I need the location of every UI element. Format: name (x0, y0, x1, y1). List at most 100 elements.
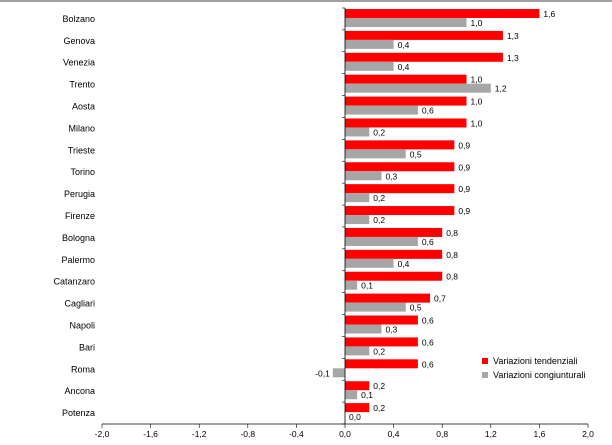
data-label: 0,5 (410, 303, 422, 313)
data-label: 0,2 (373, 381, 385, 391)
bar-tendenziale (345, 184, 455, 194)
data-label: 0,4 (398, 62, 410, 72)
data-label: 0,6 (422, 237, 434, 247)
bar-congiunturale (345, 171, 382, 181)
data-label: 0,2 (373, 346, 385, 356)
data-label: 0,1 (361, 390, 373, 400)
bar-tendenziale (345, 315, 418, 325)
data-label: 0,3 (385, 171, 397, 181)
category-label: Catanzaro (53, 277, 95, 287)
data-label: 0,5 (410, 149, 422, 159)
bar-congiunturale (345, 280, 358, 290)
bar-congiunturale (345, 39, 394, 49)
category-label: Bolzano (62, 14, 95, 24)
x-tick-label: 0,4 (388, 429, 400, 439)
x-tick-label: 1,6 (533, 429, 545, 439)
bar-congiunturale (345, 18, 467, 27)
category-label: Torino (70, 167, 95, 177)
data-label: 0,4 (398, 40, 410, 50)
category-label: Trento (69, 80, 95, 90)
bar-congiunturale (332, 368, 345, 378)
x-tick-label: -1,6 (143, 429, 158, 439)
bar-tendenziale (345, 359, 418, 369)
category-label: Aosta (72, 102, 95, 112)
bar-congiunturale (345, 302, 406, 312)
bar-tendenziale (345, 9, 540, 18)
category-label: Cagliari (64, 299, 95, 309)
data-label: 1,2 (495, 84, 507, 94)
category-label: Perugia (64, 189, 95, 199)
data-label: 0,0 (349, 412, 361, 422)
bar-congiunturale (345, 215, 370, 225)
bar-congiunturale (345, 105, 418, 115)
legend-item-tendenziali: Variazioni tendenziali (482, 354, 585, 368)
bar-tendenziale (345, 30, 503, 40)
data-label: 0,2 (373, 127, 385, 137)
x-tick-label: 2,0 (582, 429, 594, 439)
bar-congiunturale (345, 193, 370, 203)
bar-tendenziale (345, 249, 443, 259)
bar-tendenziale (345, 227, 443, 237)
category-label: Venezia (63, 58, 95, 68)
category-label: Ancona (64, 386, 95, 396)
bar-tendenziale (345, 96, 467, 106)
legend-swatch-congiunturali (482, 372, 488, 378)
bar-tendenziale (345, 162, 455, 172)
data-label: 0,1 (361, 281, 373, 291)
data-label: 0,8 (446, 272, 458, 282)
data-label: 0,8 (446, 228, 458, 238)
data-label: -0,1 (315, 368, 330, 378)
data-label: 1,0 (471, 75, 483, 85)
x-tick-label: 0,8 (436, 429, 448, 439)
data-label: 0,4 (398, 259, 410, 269)
bar-tendenziale (345, 337, 418, 347)
data-label: 0,9 (458, 206, 470, 216)
bar-congiunturale (345, 149, 406, 159)
data-label: 0,7 (434, 294, 446, 304)
data-label: 0,6 (422, 359, 434, 369)
data-label: 0,8 (446, 250, 458, 260)
x-tick-label: -2,0 (95, 429, 110, 439)
data-label: 1,6 (543, 9, 555, 19)
category-label: Napoli (69, 320, 95, 330)
data-label: 0,6 (422, 106, 434, 116)
data-label: 0,2 (373, 403, 385, 413)
category-label: Roma (71, 364, 95, 374)
legend-item-congiunturali: Variazioni congiunturali (482, 368, 585, 382)
data-label: 0,2 (373, 215, 385, 225)
bar-tendenziale (345, 271, 443, 281)
bar-congiunturale (345, 346, 370, 356)
category-label: Palermo (61, 255, 95, 265)
category-label: Bologna (62, 233, 95, 243)
category-label: Trieste (68, 145, 95, 155)
legend-label-congiunturali: Variazioni congiunturali (493, 370, 586, 380)
category-label: Bari (79, 342, 95, 352)
category-label: Genova (63, 36, 95, 46)
bar-tendenziale (345, 381, 370, 391)
data-label: 1,0 (471, 97, 483, 107)
data-label: 0,9 (458, 162, 470, 172)
x-tick-label: -0,8 (240, 429, 255, 439)
category-label: Firenze (65, 211, 95, 221)
category-label: Milano (68, 123, 95, 133)
data-label: 1,0 (471, 118, 483, 128)
bar-congiunturale (345, 236, 418, 246)
data-label: 0,6 (422, 316, 434, 326)
data-label: 0,3 (385, 325, 397, 335)
bar-tendenziale (345, 293, 431, 303)
x-tick-label: -0,4 (289, 429, 304, 439)
bar-congiunturale (345, 390, 358, 400)
bar-congiunturale (345, 258, 394, 268)
x-tick-label: -1,2 (192, 429, 207, 439)
data-label: 0,9 (458, 140, 470, 150)
legend-label-tendenziali: Variazioni tendenziali (493, 356, 578, 366)
x-tick-label: 0,0 (339, 429, 351, 439)
bar-congiunturale (345, 61, 394, 71)
data-label: 0,9 (458, 184, 470, 194)
chart-legend: Variazioni tendenziali Variazioni congiu… (482, 354, 585, 382)
bar-tendenziale (345, 140, 455, 150)
data-label: 1,3 (507, 53, 519, 63)
bar-tendenziale (345, 52, 503, 62)
